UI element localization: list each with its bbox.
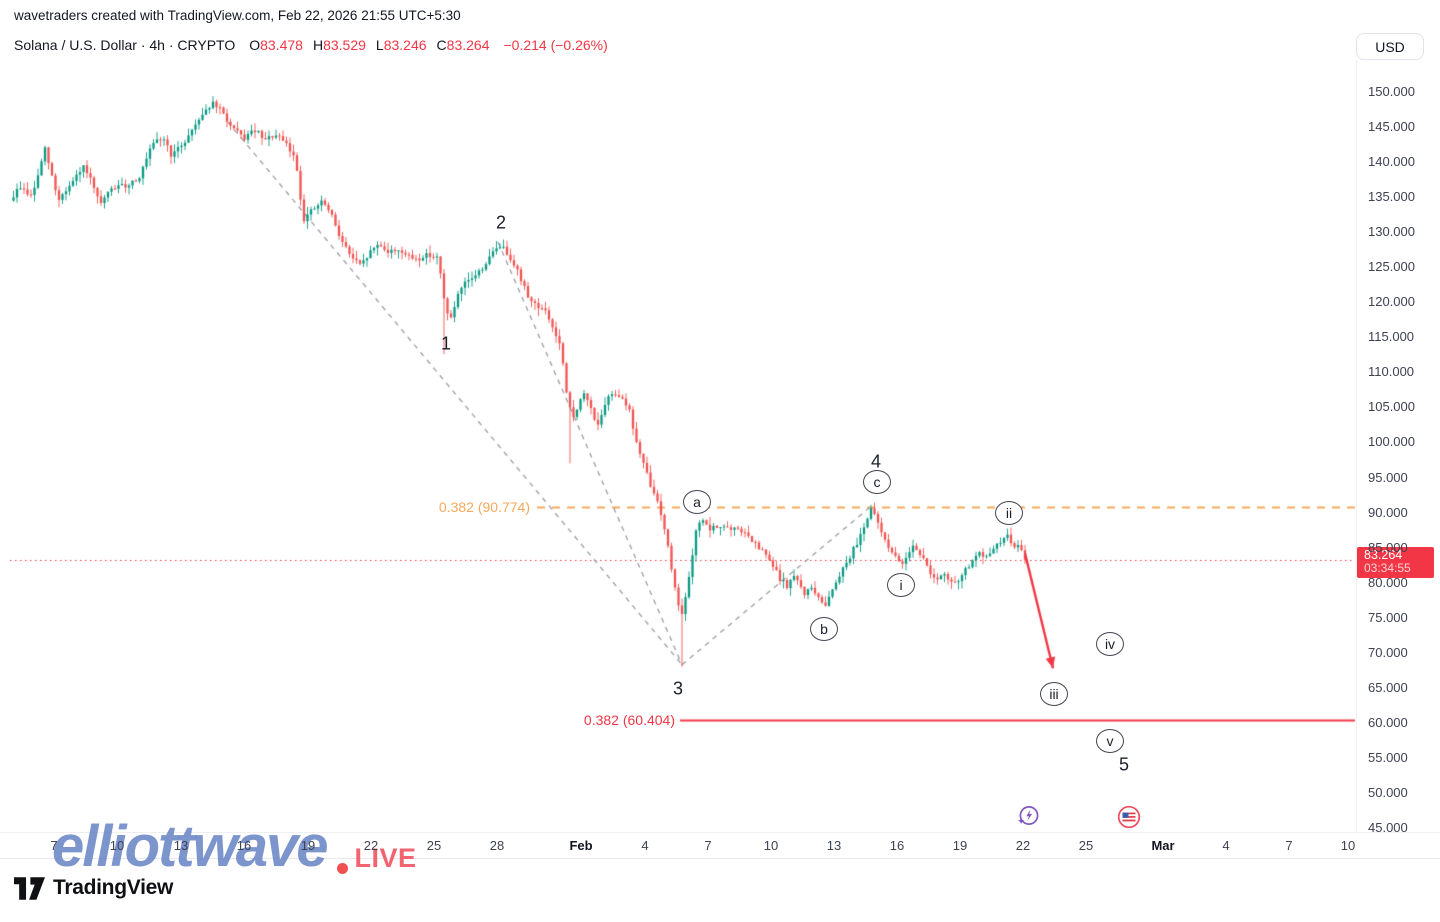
- currency-toggle-button[interactable]: USD: [1356, 33, 1424, 60]
- time-tick: 16: [236, 838, 252, 853]
- ohlc-pair: C83.264: [436, 37, 490, 53]
- tradingview-logo-text: TradingView: [53, 876, 174, 899]
- time-tick: 7: [50, 838, 58, 853]
- wave-label-2[interactable]: 2: [495, 212, 507, 233]
- wave-label-iii[interactable]: iii: [1040, 682, 1068, 707]
- time-tick: Feb: [569, 838, 593, 853]
- tradingview-logo[interactable]: TradingView: [14, 876, 173, 900]
- panel-bottom-border: [0, 858, 1440, 859]
- ohlc-pair: O83.478: [249, 37, 303, 53]
- chart-legend: Solana / U.S. Dollar · 4h · CRYPTO O83.4…: [14, 37, 608, 53]
- time-tick: 19: [952, 838, 968, 853]
- price-tick: 145.000: [1368, 119, 1415, 135]
- tradingview-logo-mark: [14, 876, 45, 900]
- price-tick: 135.000: [1368, 189, 1415, 205]
- time-tick: 19: [300, 838, 316, 853]
- attribution-text: wavetraders created with TradingView.com…: [14, 8, 461, 23]
- us-flag-event-icon[interactable]: [1116, 804, 1142, 830]
- wave-label-v[interactable]: v: [1096, 729, 1124, 754]
- wave-label-b[interactable]: b: [810, 616, 838, 641]
- change-value: −0.214 (−0.26%): [503, 37, 608, 53]
- flash-event-icon[interactable]: [1015, 804, 1041, 830]
- time-tick: 13: [173, 838, 189, 853]
- time-tick: 10: [109, 838, 125, 853]
- symbol-title[interactable]: Solana / U.S. Dollar · 4h · CRYPTO: [14, 37, 236, 53]
- wave-label-iv[interactable]: iv: [1096, 632, 1124, 657]
- time-tick: 4: [1222, 838, 1230, 853]
- price-tick: 90.000: [1368, 504, 1408, 520]
- price-tick: 150.000: [1368, 84, 1415, 99]
- time-tick: 13: [826, 838, 842, 853]
- attribution-bar: wavetraders created with TradingView.com…: [14, 8, 461, 23]
- time-tick: 22: [363, 838, 379, 853]
- time-tick: 22: [1015, 838, 1031, 853]
- time-tick: 7: [704, 838, 712, 853]
- wave-label-1[interactable]: 1: [440, 333, 452, 354]
- fib-label-0382-lower[interactable]: 0.382 (60.404): [583, 712, 675, 729]
- time-tick: 28: [489, 838, 505, 853]
- price-tick: 100.000: [1368, 434, 1415, 450]
- wave-label-a[interactable]: a: [683, 490, 711, 515]
- price-axis-separator: [1356, 60, 1357, 832]
- time-tick: 25: [426, 838, 442, 853]
- time-axis-separator: [0, 832, 1440, 833]
- ohlc-pair: L83.246: [375, 37, 427, 53]
- price-tick: 115.000: [1368, 329, 1415, 345]
- price-tick: 45.000: [1368, 820, 1408, 835]
- price-tick: 85.000: [1368, 539, 1408, 555]
- last-price-value: 83.264: [1364, 547, 1403, 562]
- price-tick: 140.000: [1368, 154, 1415, 170]
- wave-label-ii[interactable]: ii: [995, 501, 1023, 526]
- time-tick: 25: [1078, 838, 1094, 853]
- wave-label-c[interactable]: c: [863, 470, 891, 495]
- price-tick: 55.000: [1368, 749, 1408, 765]
- time-tick: 10: [763, 838, 779, 853]
- price-tick: 80.000: [1368, 574, 1408, 590]
- ohlc-values: O83.478 H83.529 L83.246 C83.264: [249, 37, 489, 53]
- bar-countdown: 03:34:55: [1364, 560, 1411, 575]
- price-tick: 105.000: [1368, 399, 1415, 415]
- time-tick: 16: [889, 838, 905, 853]
- ohlc-pair: H83.529: [312, 37, 366, 53]
- price-tick: 65.000: [1368, 679, 1408, 695]
- wave-label-i[interactable]: i: [887, 573, 915, 598]
- price-tick: 60.000: [1368, 714, 1408, 730]
- price-tick: 95.000: [1368, 469, 1408, 485]
- time-tick: 10: [1340, 838, 1356, 853]
- time-tick: Mar: [1151, 838, 1175, 853]
- price-tick: 125.000: [1368, 259, 1415, 275]
- time-tick: 7: [1285, 838, 1293, 853]
- last-price-label: 83.264 03:34:55: [1357, 546, 1434, 578]
- price-tick: 130.000: [1368, 224, 1415, 240]
- price-tick: 70.000: [1368, 644, 1408, 660]
- price-tick: 110.000: [1368, 364, 1415, 380]
- price-tick: 50.000: [1368, 784, 1408, 800]
- wave-label-4[interactable]: 4: [870, 451, 882, 472]
- time-tick: 4: [641, 838, 649, 853]
- fib-label-0382-upper[interactable]: 0.382 (90.774): [438, 499, 530, 516]
- price-tick: 120.000: [1368, 294, 1415, 310]
- wave-label-3[interactable]: 3: [672, 678, 684, 699]
- price-tick: 75.000: [1368, 609, 1408, 625]
- wave-label-5[interactable]: 5: [1118, 754, 1130, 775]
